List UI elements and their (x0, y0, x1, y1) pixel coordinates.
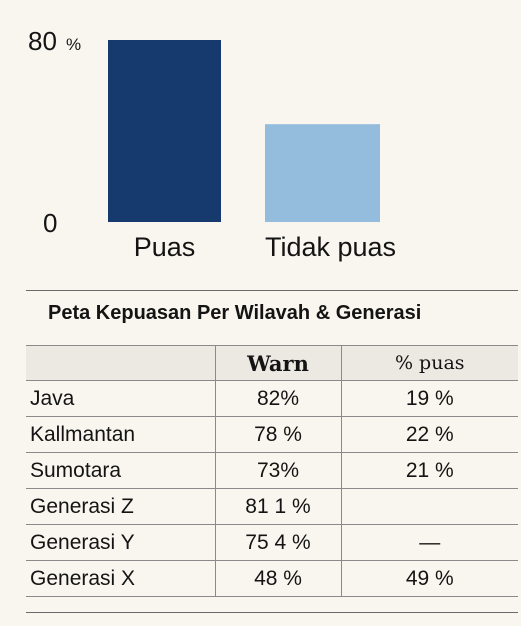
table-title: Peta Kepuasan Per Wilavah & Generasi (48, 302, 422, 324)
category-label: Puas (134, 232, 196, 262)
table-header-row: Warn % puas (26, 345, 518, 381)
row-warn: 82% (214, 380, 341, 417)
table-row: Java 82% 19 % (26, 380, 518, 417)
row-label: Kallmantan (26, 416, 215, 453)
header-puas: % puas (340, 345, 518, 381)
row-puas (340, 488, 518, 525)
row-label: Sumotara (26, 452, 215, 489)
row-puas: 22 % (340, 416, 518, 453)
row-warn: 81 1 % (214, 488, 341, 525)
row-label: Java (26, 380, 215, 417)
y-tick-label: 80 (28, 26, 57, 56)
row-label: Generasi Y (26, 524, 215, 561)
bar-chart: 0 80% Puas Tidak puas (28, 26, 396, 262)
table-row: Kallmantan 78 % 22 % (26, 416, 518, 453)
header-warn: Warn (214, 345, 341, 381)
y-axis-ticks: 0 80% (28, 26, 81, 238)
bars (108, 40, 380, 222)
table-row: Generasi Z 81 1 % (26, 488, 518, 525)
bottom-divider (26, 612, 518, 613)
row-label: Generasi X (26, 560, 215, 597)
row-warn: 75 4 % (214, 524, 341, 561)
row-label: Generasi Z (26, 488, 215, 525)
row-warn: 73% (214, 452, 341, 489)
table-row: Generasi X 48 % 49 % (26, 560, 518, 597)
category-label: Tidak puas (265, 232, 396, 262)
header-label (26, 345, 215, 381)
row-puas: 21 % (340, 452, 518, 489)
table-row: Generasi Y 75 4 % — (26, 524, 518, 561)
x-axis-categories: Puas Tidak puas (134, 232, 396, 262)
row-puas: 19 % (340, 380, 518, 417)
row-warn: 78 % (214, 416, 341, 453)
row-warn: 48 % (214, 560, 341, 597)
data-table: Warn % puas Java 82% 19 % Kallmantan 78 … (26, 345, 518, 597)
bar-puas (108, 40, 221, 222)
data-table-wrap: Warn % puas Java 82% 19 % Kallmantan 78 … (26, 345, 518, 597)
table-row: Sumotara 73% 21 % (26, 452, 518, 489)
y-unit-label: % (66, 35, 81, 54)
row-puas: 49 % (340, 560, 518, 597)
top-divider (26, 290, 518, 291)
bar-tidak-puas (265, 124, 380, 222)
row-puas: — (340, 524, 518, 561)
y-tick-label: 0 (43, 208, 57, 238)
